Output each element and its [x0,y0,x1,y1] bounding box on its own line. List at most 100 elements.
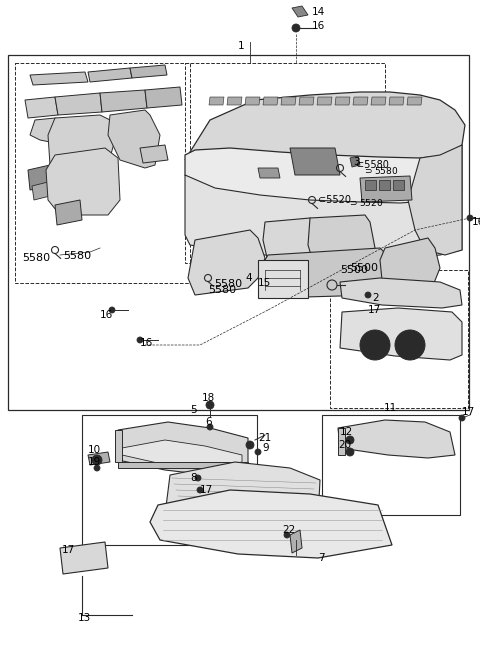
Polygon shape [165,462,320,530]
Text: 5580: 5580 [22,253,50,263]
Polygon shape [317,97,332,105]
Circle shape [109,307,115,313]
Polygon shape [32,182,50,200]
Polygon shape [55,93,102,115]
Text: 19: 19 [88,457,101,467]
Circle shape [395,330,425,360]
Text: 16: 16 [100,310,113,320]
Polygon shape [263,218,330,270]
Polygon shape [360,176,412,202]
Circle shape [94,465,100,471]
Polygon shape [25,97,58,118]
Text: 10: 10 [88,445,101,455]
Polygon shape [281,97,296,105]
Polygon shape [48,115,115,175]
Text: 6: 6 [205,417,212,427]
Text: 4: 4 [245,273,252,283]
Polygon shape [100,90,147,112]
Polygon shape [188,230,265,295]
Polygon shape [338,428,345,455]
Polygon shape [150,490,392,558]
Text: 20: 20 [338,440,351,450]
Text: 13: 13 [78,613,91,623]
Text: 1: 1 [238,41,245,51]
Polygon shape [55,200,82,225]
Text: 16: 16 [472,217,480,227]
Polygon shape [122,440,242,469]
Text: 15: 15 [258,278,271,288]
FancyBboxPatch shape [365,180,376,190]
Polygon shape [46,148,120,215]
FancyBboxPatch shape [258,260,308,298]
Circle shape [459,415,465,421]
Circle shape [346,448,354,456]
Polygon shape [350,156,360,167]
Polygon shape [118,462,248,468]
Polygon shape [28,165,52,190]
Text: ⊂5580: ⊂5580 [356,160,389,170]
Polygon shape [145,87,182,108]
Polygon shape [299,97,314,105]
Polygon shape [407,97,422,105]
Polygon shape [380,238,440,295]
Polygon shape [292,6,308,17]
Text: 17: 17 [200,485,213,495]
Text: 3: 3 [353,157,360,167]
Circle shape [402,337,418,353]
Text: 16: 16 [140,338,153,348]
Polygon shape [338,420,455,458]
FancyBboxPatch shape [379,180,390,190]
Circle shape [467,215,473,221]
Polygon shape [185,175,462,260]
Text: 5580: 5580 [208,285,236,295]
Polygon shape [185,145,462,207]
Polygon shape [30,118,90,148]
Polygon shape [30,72,88,85]
Polygon shape [308,215,375,268]
Circle shape [206,401,214,409]
Text: 5: 5 [190,405,197,415]
Circle shape [367,337,383,353]
Polygon shape [335,97,350,105]
Text: 22: 22 [282,525,295,535]
Polygon shape [140,145,168,163]
Polygon shape [108,110,160,168]
Text: 8: 8 [190,473,197,483]
Circle shape [284,532,290,538]
Circle shape [246,441,254,449]
Circle shape [346,436,354,444]
Polygon shape [389,97,404,105]
Text: 7: 7 [318,553,324,563]
Circle shape [137,337,143,343]
Text: 11: 11 [384,403,397,413]
Circle shape [292,24,300,32]
FancyBboxPatch shape [393,180,404,190]
Polygon shape [258,168,280,178]
Polygon shape [185,92,465,162]
Polygon shape [88,68,132,82]
Text: 5580: 5580 [214,279,242,289]
Circle shape [92,455,102,465]
Text: 12: 12 [340,427,353,437]
Text: 18: 18 [202,393,215,403]
Text: 14: 14 [312,7,325,17]
Polygon shape [130,65,167,78]
Text: 5580: 5580 [63,251,91,261]
Circle shape [365,292,371,298]
Text: 9: 9 [262,443,269,453]
Text: 16: 16 [312,21,325,31]
Polygon shape [408,145,462,255]
Text: 21: 21 [258,433,271,443]
Polygon shape [290,530,302,553]
Circle shape [195,475,201,481]
Text: 5500: 5500 [340,265,368,275]
Polygon shape [263,97,278,105]
Circle shape [207,424,213,430]
Polygon shape [340,308,462,360]
Polygon shape [209,97,224,105]
Polygon shape [290,148,340,175]
Text: $\supset$5520: $\supset$5520 [348,196,384,207]
Polygon shape [115,430,122,462]
Text: 17: 17 [462,407,475,417]
Polygon shape [118,422,248,475]
